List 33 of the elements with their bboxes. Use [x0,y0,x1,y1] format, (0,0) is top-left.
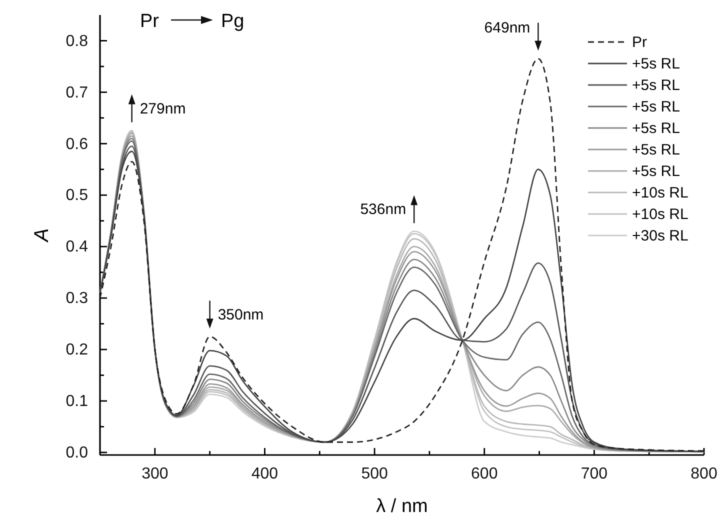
legend-label: +5s RL [632,163,680,180]
annotation: Pr [140,11,160,32]
legend-label: +5s RL [632,77,680,94]
legend-label: +5s RL [632,142,680,158]
legend-label: +30s RL [632,228,688,244]
legend-label: +5s RL [632,98,680,116]
x-axis-title: λ / nm [376,496,428,517]
y-tick-label: 0.0 [66,444,88,462]
annotation: 649nm [484,20,530,37]
legend-label: +5s RL [632,120,680,137]
y-tick-label: 0.5 [66,187,88,204]
y-tick-label: 0.8 [66,32,88,50]
x-tick-label: 400 [251,465,278,482]
y-tick-label: 0.7 [66,84,88,102]
y-tick-label: 0.2 [66,342,88,359]
annotation: 350nm [218,306,264,324]
x-tick-label: 500 [361,465,388,482]
y-tick-label: 0.3 [66,290,88,308]
y-tick-label: 0.1 [66,393,88,410]
annotation: 279nm [140,100,186,118]
x-tick-label: 600 [471,465,498,482]
legend-label: +10s RL [632,184,688,202]
y-tick-label: 0.6 [66,136,88,153]
y-axis-title: A [31,228,53,243]
legend-label: Pr [632,34,648,51]
legend-label: +5s RL [632,56,680,72]
y-tick-label: 0.4 [66,238,88,256]
x-tick-label: 300 [142,465,168,482]
annotation: 536nm [360,201,406,218]
x-tick-label: 800 [690,465,718,482]
annotation: Pg [221,11,244,32]
legend-label: +10s RL [632,206,688,223]
x-tick-label: 700 [580,465,608,482]
